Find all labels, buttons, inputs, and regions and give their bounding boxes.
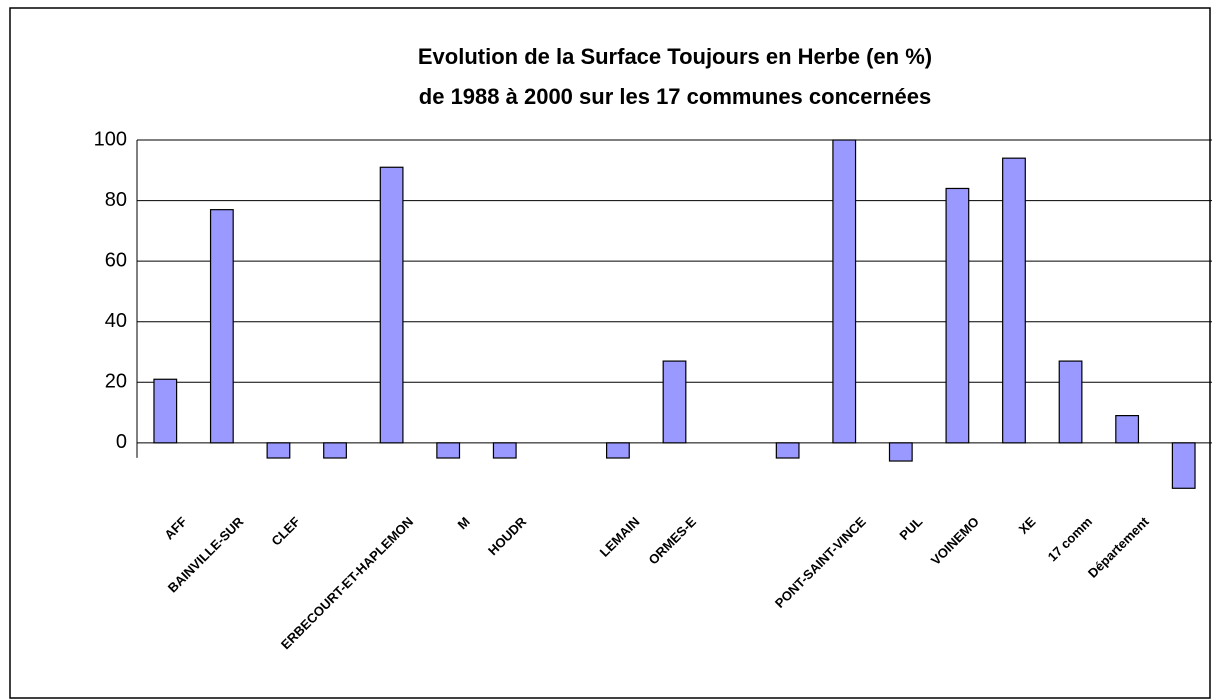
bar: [1115, 415, 1140, 444]
y-tick-label: 80: [105, 189, 127, 211]
bar: [662, 360, 687, 444]
y-tick-label: 40: [105, 310, 127, 332]
bar: [1002, 157, 1026, 444]
bar: [1058, 360, 1083, 444]
y-tick-label: 0: [116, 431, 127, 453]
y-tick-label: 20: [105, 371, 127, 393]
y-tick-label: 60: [105, 249, 127, 271]
bar: [775, 442, 800, 459]
y-tick-label: 100: [94, 128, 127, 150]
bar: [606, 442, 630, 459]
bar: [153, 378, 178, 444]
chart-title: Evolution de la Surface Toujours en Herb…: [418, 44, 932, 69]
bar: [266, 442, 291, 459]
bar: [492, 442, 517, 459]
bar: [323, 442, 347, 459]
bar: [209, 209, 234, 444]
bar: [1171, 442, 1196, 489]
chart-subtitle: de 1988 à 2000 sur les 17 communes conce…: [419, 84, 931, 109]
bar: [379, 166, 404, 444]
bar: [832, 139, 857, 444]
bar: [888, 442, 913, 462]
bar: [436, 442, 461, 459]
chart-frame: [9, 7, 1211, 699]
bar: [945, 187, 970, 444]
